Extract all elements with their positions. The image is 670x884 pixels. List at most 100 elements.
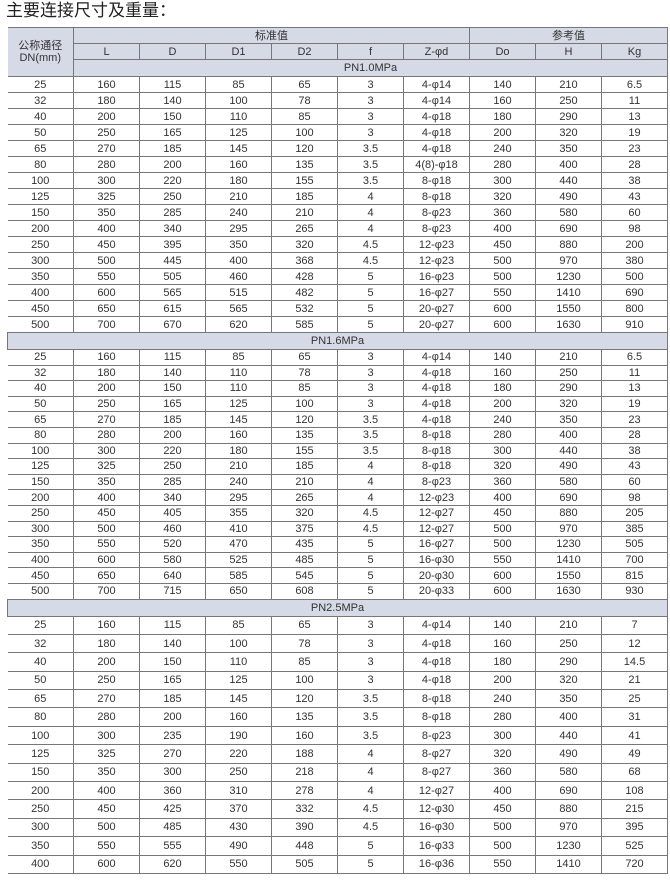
value-cell: 4 bbox=[337, 762, 404, 783]
table-row: 65 270 185 145 120 3.5 8-φ18 240 350 25 bbox=[7, 689, 668, 709]
value-cell: 320 bbox=[535, 670, 602, 691]
value-cell: 4-φ18 bbox=[403, 395, 470, 413]
value-cell: 3.5 bbox=[337, 442, 404, 460]
value-cell: 210 bbox=[535, 76, 602, 93]
value-cell: 180 bbox=[469, 652, 536, 672]
value-cell: 38 bbox=[601, 442, 668, 460]
value-cell: 5 bbox=[337, 567, 404, 584]
value-cell: 200 bbox=[73, 108, 140, 125]
value-cell: 12-φ27 bbox=[403, 504, 470, 522]
value-cell: 265 bbox=[271, 489, 338, 506]
value-cell: 180 bbox=[205, 172, 272, 189]
table-row: 32 180 140 100 78 3 4-φ14 160 250 11 bbox=[7, 92, 668, 109]
value-cell: 220 bbox=[205, 744, 272, 764]
value-cell: 350 bbox=[73, 473, 140, 491]
value-cell: 215 bbox=[601, 799, 668, 819]
value-cell: 4-φ14 bbox=[403, 615, 470, 635]
dn-cell: 32 bbox=[7, 633, 74, 654]
value-cell: 135 bbox=[271, 156, 338, 173]
value-cell: 320 bbox=[271, 504, 338, 522]
value-cell: 600 bbox=[469, 316, 536, 333]
value-cell: 160 bbox=[205, 426, 272, 444]
value-cell: 180 bbox=[469, 380, 536, 397]
value-cell: 550 bbox=[469, 551, 536, 569]
value-cell: 218 bbox=[271, 762, 338, 783]
value-cell: 320 bbox=[469, 744, 536, 764]
value-cell: 340 bbox=[139, 220, 206, 237]
value-cell: 400 bbox=[535, 707, 602, 727]
value-cell: 360 bbox=[139, 781, 206, 801]
value-cell: 460 bbox=[205, 268, 272, 285]
value-cell: 500 bbox=[469, 817, 536, 838]
value-cell: 200 bbox=[73, 652, 140, 672]
value-cell: 690 bbox=[601, 284, 668, 301]
value-cell: 505 bbox=[601, 536, 668, 553]
value-cell: 400 bbox=[73, 489, 140, 506]
value-cell: 620 bbox=[205, 316, 272, 333]
value-cell: 278 bbox=[271, 781, 338, 801]
table-row: 200 400 360 310 278 4 12-φ27 400 690 108 bbox=[7, 781, 668, 801]
value-cell: 395 bbox=[601, 817, 668, 838]
value-cell: 60 bbox=[601, 473, 668, 491]
value-cell: 970 bbox=[535, 520, 602, 538]
value-cell: 8-φ18 bbox=[403, 458, 470, 475]
value-cell: 970 bbox=[535, 252, 602, 269]
value-cell: 11 bbox=[601, 92, 668, 109]
table-row: 40 200 150 110 85 3 4-φ18 180 290 13 bbox=[7, 108, 668, 125]
value-cell: 525 bbox=[601, 836, 668, 856]
table-row: 450 650 640 585 545 5 20-φ30 600 1550 815 bbox=[7, 567, 668, 584]
value-cell: 5 bbox=[337, 582, 404, 600]
table-row: 400 600 620 550 505 5 16-φ36 550 1410 720 bbox=[7, 854, 668, 874]
value-cell: 110 bbox=[205, 652, 272, 672]
table-row: 150 350 285 240 210 4 8-φ23 360 580 60 bbox=[7, 204, 668, 221]
table-row: 80 280 200 160 135 3.5 4(8)-φ18 280 400 28 bbox=[7, 156, 668, 173]
value-cell: 19 bbox=[601, 395, 668, 413]
table-row: 150 350 285 240 210 4 8-φ23 360 580 60 bbox=[7, 473, 668, 491]
column-header: H bbox=[535, 43, 602, 60]
value-cell: 145 bbox=[205, 140, 272, 157]
value-cell: 482 bbox=[271, 284, 338, 301]
value-cell: 490 bbox=[535, 744, 602, 764]
value-cell: 8-φ18 bbox=[403, 172, 470, 189]
table-row: 200 400 340 295 265 4 8-φ23 400 690 98 bbox=[7, 220, 668, 237]
value-cell: 4.5 bbox=[337, 252, 404, 269]
value-cell: 265 bbox=[271, 220, 338, 237]
dn-cell: 50 bbox=[7, 670, 74, 691]
value-cell: 290 bbox=[535, 108, 602, 125]
value-cell: 20-φ30 bbox=[403, 567, 470, 584]
value-cell: 880 bbox=[535, 504, 602, 522]
value-cell: 450 bbox=[469, 504, 536, 522]
value-cell: 290 bbox=[535, 380, 602, 397]
value-cell: 155 bbox=[271, 442, 338, 460]
value-cell: 185 bbox=[139, 411, 206, 428]
dimensions-weight-table: 公称通径 DN(mm) 标准值 参考值 L D D1 D2 f Z-φd Do H Kg PN1… bbox=[7, 27, 668, 874]
value-cell: 145 bbox=[205, 411, 272, 428]
value-cell: 200 bbox=[139, 156, 206, 173]
value-cell: 620 bbox=[139, 854, 206, 874]
value-cell: 300 bbox=[73, 442, 140, 460]
value-cell: 375 bbox=[271, 520, 338, 538]
value-cell: 125 bbox=[205, 395, 272, 413]
value-cell: 16-φ23 bbox=[403, 268, 470, 285]
dn-cell: 400 bbox=[7, 284, 74, 301]
pressure-band-row: PN1.6MPa bbox=[7, 332, 668, 350]
value-cell: 295 bbox=[205, 489, 272, 506]
table-row: 50 250 165 125 100 3 4-φ18 200 320 19 bbox=[7, 395, 668, 413]
value-cell: 180 bbox=[73, 633, 140, 654]
value-cell: 6.5 bbox=[601, 349, 668, 366]
value-cell: 700 bbox=[73, 316, 140, 333]
value-cell: 185 bbox=[139, 140, 206, 157]
table-row: 250 450 425 370 332 4.5 12-φ30 450 880 215 bbox=[7, 799, 668, 819]
value-cell: 85 bbox=[271, 652, 338, 672]
value-cell: 320 bbox=[535, 395, 602, 413]
value-cell: 5 bbox=[337, 836, 404, 856]
value-cell: 380 bbox=[601, 252, 668, 269]
value-cell: 310 bbox=[205, 781, 272, 801]
column-header: Kg bbox=[601, 43, 668, 60]
value-cell: 155 bbox=[271, 172, 338, 189]
value-cell: 200 bbox=[139, 707, 206, 727]
table-row: 150 350 300 250 218 4 8-φ27 360 580 68 bbox=[7, 762, 668, 783]
value-cell: 285 bbox=[139, 204, 206, 221]
value-cell: 640 bbox=[139, 567, 206, 584]
value-cell: 395 bbox=[139, 236, 206, 253]
